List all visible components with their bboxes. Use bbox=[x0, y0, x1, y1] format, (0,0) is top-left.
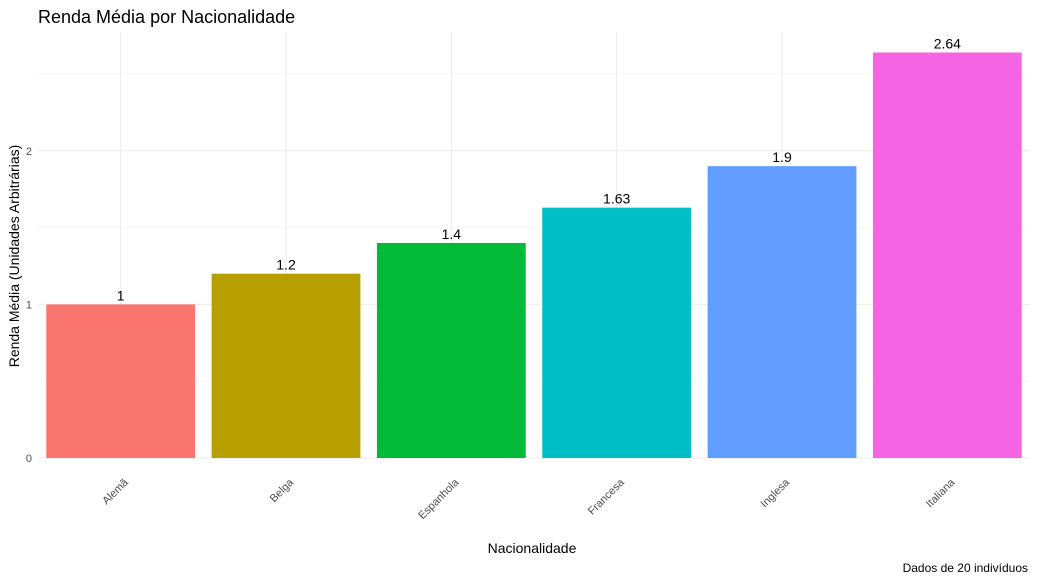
x-tick-label: Belga bbox=[268, 476, 297, 505]
bars bbox=[46, 52, 1022, 458]
x-tick-label: Alemã bbox=[100, 476, 131, 507]
bar-value-label: 1.2 bbox=[276, 257, 296, 273]
chart-caption: Dados de 20 indivíduos bbox=[903, 561, 1028, 575]
bar-4 bbox=[542, 207, 692, 458]
x-tick-label: Francesa bbox=[586, 476, 628, 518]
bar-value-label: 1 bbox=[117, 287, 125, 303]
bar-6 bbox=[872, 52, 1022, 458]
bar-2 bbox=[211, 273, 361, 458]
x-axis-title: Nacionalidade bbox=[488, 540, 577, 556]
y-axis-title: Renda Média (Unidades Arbitrárias) bbox=[6, 145, 22, 368]
bar-value-label: 2.64 bbox=[934, 35, 961, 51]
x-tick-label: Inglesa bbox=[759, 476, 793, 510]
bar-1 bbox=[46, 304, 196, 458]
bar-value-label: 1.9 bbox=[772, 149, 792, 165]
bar-value-label: 1.63 bbox=[603, 191, 630, 207]
x-axis-ticks: Alemã Belga Espanhola Francesa Inglesa Italia… bbox=[100, 476, 958, 522]
y-tick-label: 1 bbox=[26, 299, 32, 311]
x-tick-label: Italiana bbox=[924, 476, 958, 510]
bar-5 bbox=[707, 166, 857, 458]
chart-title: Renda Média por Nacionalidade bbox=[38, 7, 295, 27]
y-axis-ticks: 0 1 2 bbox=[26, 146, 32, 465]
bar-value-label: 1.4 bbox=[442, 226, 462, 242]
y-tick-label: 0 bbox=[26, 453, 32, 465]
bar-3 bbox=[376, 242, 526, 458]
x-tick-label: Espanhola bbox=[416, 476, 462, 522]
y-tick-label: 2 bbox=[26, 146, 32, 158]
data-labels: 1 1.2 1.4 1.63 1.9 2.64 bbox=[117, 35, 961, 303]
